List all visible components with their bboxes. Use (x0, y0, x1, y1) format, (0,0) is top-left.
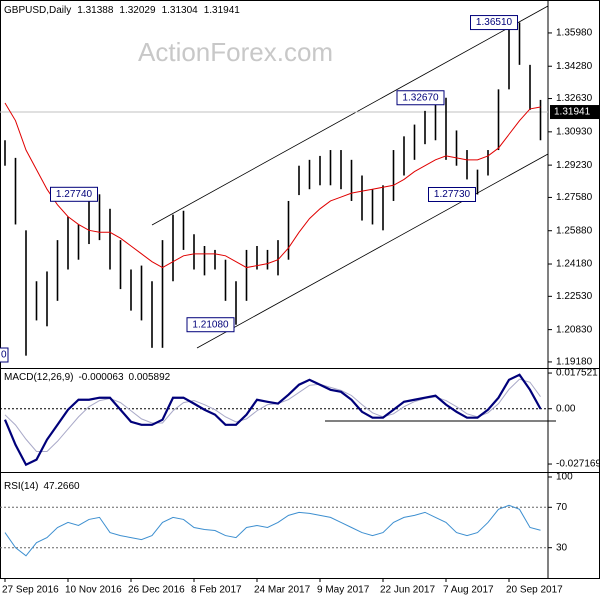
clipped-label: 0 (1, 350, 7, 361)
rsi-line (4, 504, 541, 557)
y-tick-label: 1.22530 (556, 291, 593, 302)
y-tick-label: 1.24180 (556, 259, 593, 270)
x-tick-label: 22 Jun 2017 (380, 585, 435, 596)
channel-line (196, 153, 549, 349)
y-tick-label: 0.017521 (556, 368, 598, 379)
y-tick-label: 1.25880 (556, 225, 593, 236)
y-tick-label: 1.19180 (556, 357, 593, 368)
ohlc-value: 1.31304 (162, 5, 199, 16)
macd-line (3, 373, 542, 467)
y-tick-label: 1.27580 (556, 192, 593, 203)
ohlc-value: 1.32029 (119, 5, 156, 16)
symbol: GBPUSD,Daily (4, 5, 71, 16)
annotation-box (396, 90, 445, 106)
frame (0, 0, 600, 579)
ohlc-value: 1.31941 (204, 5, 241, 16)
x-tick-label: 26 Dec 2016 (128, 585, 185, 596)
x-tick-label: 7 Aug 2017 (443, 585, 494, 596)
y-tick-label: 1.30930 (556, 126, 593, 137)
signal-line (4, 378, 541, 452)
annotation-label: 1.27740 (56, 189, 93, 200)
last-price-box (550, 105, 600, 120)
annotation-box (470, 15, 518, 31)
annotation-label: 1.21080 (192, 319, 229, 330)
y-tick-label: 100 (556, 472, 573, 483)
x-tick-label: 10 Nov 2016 (65, 585, 122, 596)
annotation-label: 1.32670 (402, 92, 439, 103)
y-tick-label: 0.00 (556, 403, 576, 414)
annotation-box (186, 317, 235, 333)
last-price-label: 1.31941 (554, 107, 591, 118)
indicator-value: 0.005892 (129, 372, 171, 383)
y-tick-label: 1.34280 (556, 61, 593, 72)
channel-line (151, 5, 549, 226)
y-tick-label: 1.32630 (556, 93, 593, 104)
panel-header: MACD(12,26,9) -0.000063 0.005892 (4, 372, 171, 383)
watermark: ActionForex.com (138, 37, 333, 67)
x-tick-label: 24 Mar 2017 (254, 585, 311, 596)
annotation-box (50, 186, 98, 202)
annotation-label: 1.27730 (434, 189, 471, 200)
x-tick-label: 9 May 2017 (317, 585, 370, 596)
y-tick-label: 30 (556, 542, 568, 553)
annotation-box (428, 186, 476, 202)
y-tick-label: 1.29230 (556, 160, 593, 171)
panel-title: RSI(14) (4, 481, 38, 492)
chart-header: GBPUSD,Daily 1.31388 1.32029 1.31304 1.31941 (4, 5, 240, 16)
panel-title: MACD(12,26,9) (4, 372, 73, 383)
y-tick-label: 1.20830 (556, 324, 593, 335)
annotation-label: 1.36510 (476, 17, 513, 28)
clipped-box (0, 347, 9, 363)
moving-average (4, 102, 541, 269)
x-tick-label: 27 Sep 2016 (2, 585, 59, 596)
x-tick-label: 8 Feb 2017 (191, 585, 242, 596)
panel-header: RSI(14) 47.2660 (4, 481, 80, 492)
ohlc-value: 1.31388 (77, 5, 114, 16)
indicator-value: -0.000063 (78, 372, 123, 383)
x-tick-label: 20 Sep 2017 (506, 585, 563, 596)
y-tick-label: 70 (556, 502, 568, 513)
y-tick-label: -0.027169 (556, 459, 600, 470)
y-tick-label: 1.35980 (556, 28, 593, 39)
rsi-value: 47.2660 (43, 481, 80, 492)
